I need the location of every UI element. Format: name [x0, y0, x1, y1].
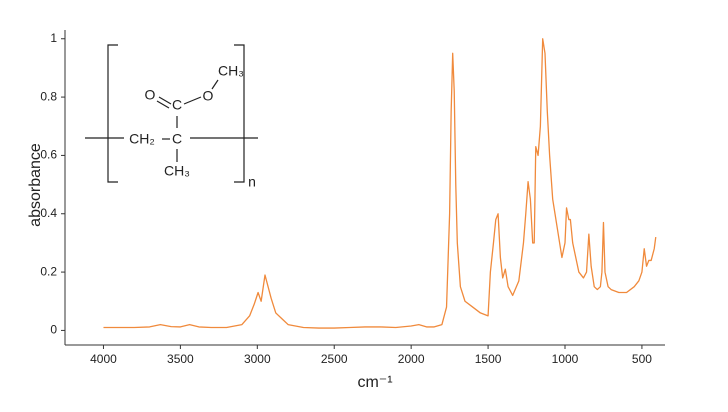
- x-tick-label: 3500: [167, 352, 194, 366]
- x-tick-label: 500: [632, 352, 652, 366]
- x-tick-label: 2500: [321, 352, 348, 366]
- x-axis-label: cm⁻¹: [357, 374, 392, 391]
- y-tick-label: 0.8: [40, 89, 57, 103]
- y-tick-label: 1: [50, 31, 57, 45]
- formula-label: n: [248, 174, 256, 190]
- formula-label: C: [172, 97, 182, 113]
- formula-label: C: [172, 131, 182, 147]
- x-tick-label: 2000: [398, 352, 425, 366]
- formula-label: CH₂: [129, 131, 155, 147]
- formula-label: O: [203, 88, 214, 104]
- bond: [158, 96, 172, 105]
- x-tick-label: 4000: [90, 352, 117, 366]
- x-tick-label: 1500: [475, 352, 502, 366]
- formula-label: CH₃: [164, 163, 190, 179]
- x-tick-label: 3000: [244, 352, 271, 366]
- y-tick-label: 0: [50, 323, 57, 337]
- bracket: [234, 44, 245, 183]
- bond: [183, 96, 202, 105]
- structure: [85, 44, 258, 183]
- y-tick-label: 0.2: [40, 264, 57, 278]
- bond: [211, 79, 219, 90]
- spectrum-line: [103, 38, 657, 329]
- bond: [156, 100, 170, 109]
- formula-label: CH₃: [218, 63, 244, 79]
- bracket: [107, 44, 118, 183]
- y-tick-label: 0.4: [40, 206, 57, 220]
- y-axis-label: absorbance: [27, 143, 44, 227]
- x-tick-label: 1000: [552, 352, 579, 366]
- formula-label: O: [145, 87, 156, 103]
- y-tick-label: 0.6: [40, 148, 57, 162]
